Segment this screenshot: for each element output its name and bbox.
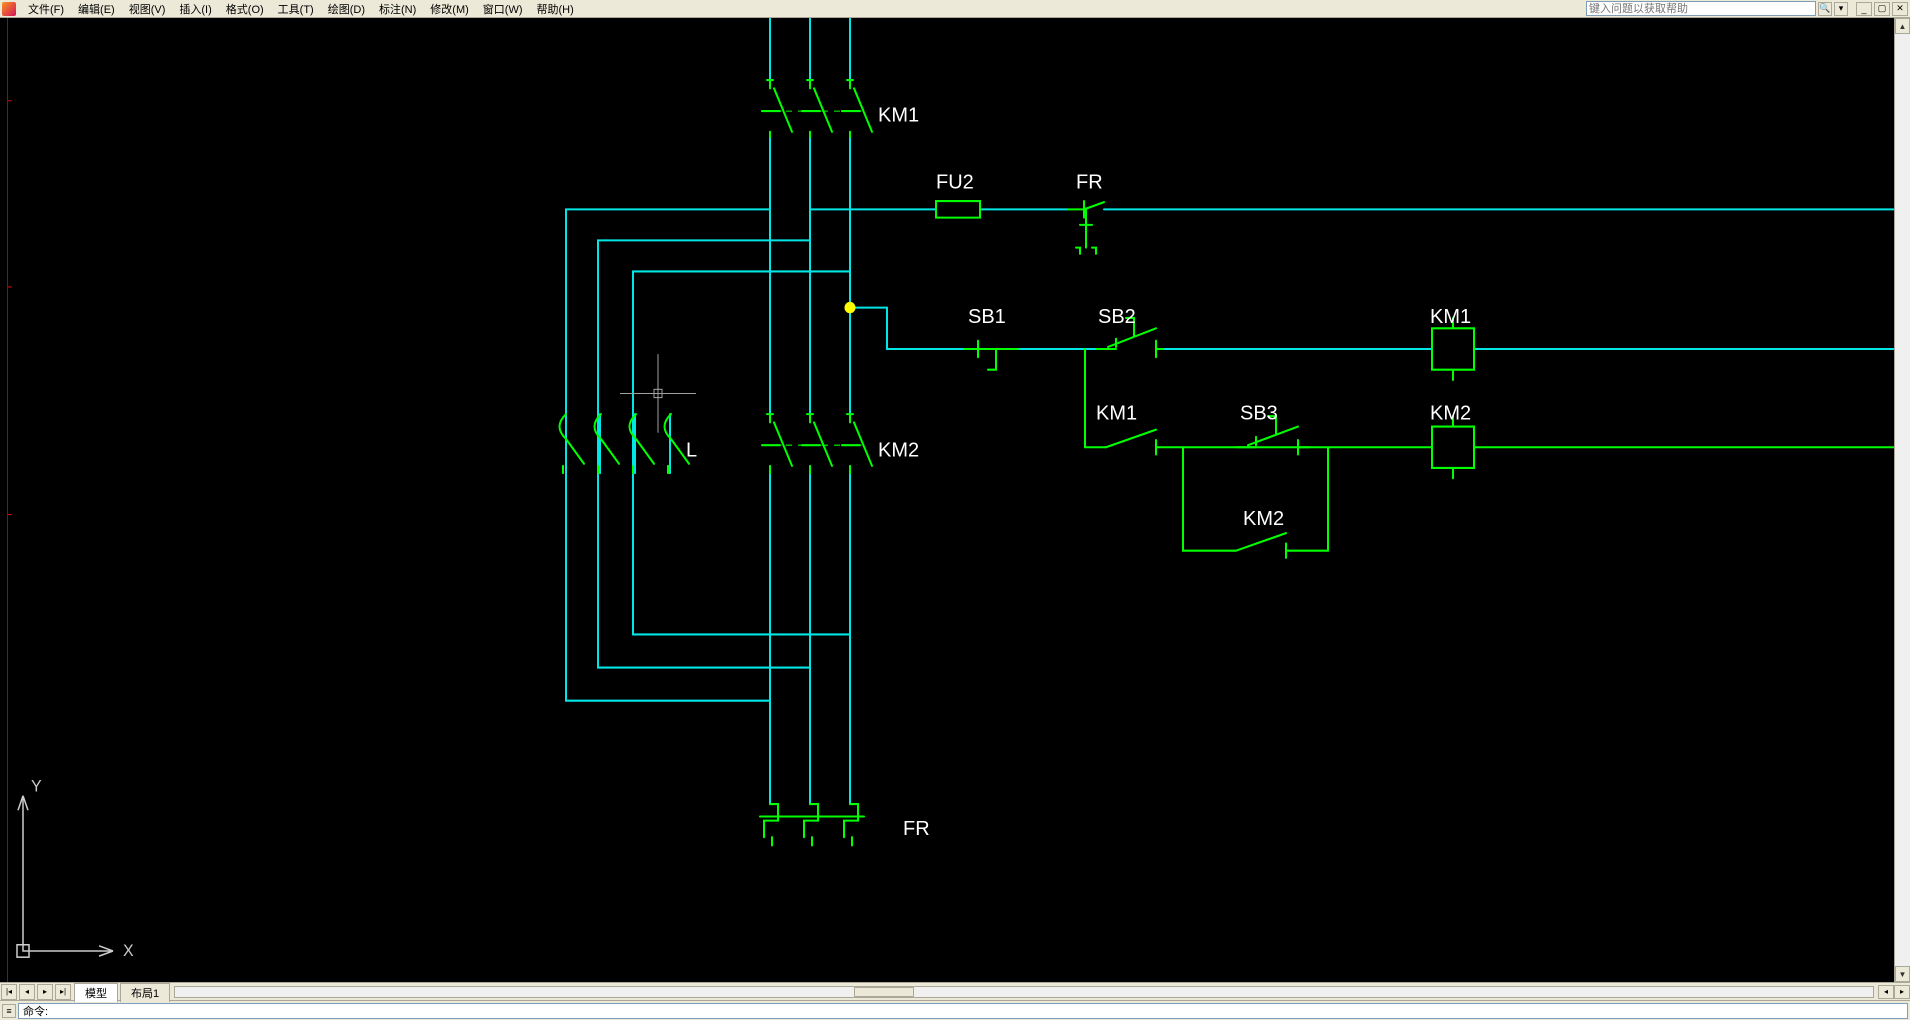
left-ruler bbox=[0, 18, 8, 982]
app-logo bbox=[2, 2, 16, 16]
menubar: 文件(F) 编辑(E) 视图(V) 插入(I) 格式(O) 工具(T) 绘图(D… bbox=[0, 0, 1910, 18]
svg-text:SB2: SB2 bbox=[1098, 306, 1136, 328]
svg-text:Y: Y bbox=[31, 777, 42, 795]
command-bar: ≡ bbox=[0, 1000, 1910, 1020]
svg-text:KM2: KM2 bbox=[1430, 402, 1471, 424]
drawing-canvas[interactable]: KM1 FU2 FR SB1 SB2 KM1 KM1 SB3 KM2 KM2 L KM2 FR Y X bbox=[8, 18, 1894, 982]
scroll-up-button[interactable]: ▲ bbox=[1895, 18, 1910, 34]
search-icon[interactable]: 🔍 bbox=[1818, 2, 1832, 16]
svg-text:KM2: KM2 bbox=[1243, 508, 1284, 530]
tab-prev-button[interactable]: ◂ bbox=[19, 984, 35, 1000]
tab-model[interactable]: 模型 bbox=[74, 983, 118, 1002]
svg-text:FR: FR bbox=[1076, 171, 1103, 193]
svg-text:L: L bbox=[686, 439, 697, 461]
svg-text:KM1: KM1 bbox=[1430, 306, 1471, 328]
svg-text:SB3: SB3 bbox=[1240, 402, 1278, 424]
close-button[interactable]: ✕ bbox=[1892, 2, 1908, 16]
menu-view[interactable]: 视图(V) bbox=[123, 0, 172, 18]
schematic-svg: KM1 FU2 FR SB1 SB2 KM1 KM1 SB3 KM2 KM2 L KM2 FR Y X bbox=[8, 18, 1894, 982]
svg-text:FR: FR bbox=[903, 818, 930, 840]
hscroll-left-button[interactable]: ◂ bbox=[1878, 985, 1894, 999]
menu-edit[interactable]: 编辑(E) bbox=[72, 0, 121, 18]
command-input[interactable] bbox=[18, 1003, 1908, 1019]
menu-file[interactable]: 文件(F) bbox=[22, 0, 70, 18]
svg-text:X: X bbox=[123, 942, 134, 960]
menu-format[interactable]: 格式(O) bbox=[220, 0, 270, 18]
tab-next-button[interactable]: ▸ bbox=[37, 984, 53, 1000]
scroll-down-button[interactable]: ▼ bbox=[1895, 966, 1910, 982]
svg-text:KM1: KM1 bbox=[878, 104, 919, 126]
svg-text:FU2: FU2 bbox=[936, 171, 974, 193]
minimize-button[interactable]: _ bbox=[1856, 2, 1872, 16]
horizontal-scrollbar[interactable] bbox=[174, 986, 1874, 998]
dropdown-icon[interactable]: ▾ bbox=[1834, 2, 1848, 16]
layout-tabbar: |◂ ◂ ▸ ▸| 模型 布局1 ◂ ▸ bbox=[0, 982, 1910, 1000]
menu-help[interactable]: 帮助(H) bbox=[531, 0, 580, 18]
hscroll-right-button[interactable]: ▸ bbox=[1894, 985, 1910, 999]
svg-text:SB1: SB1 bbox=[968, 306, 1006, 328]
menu-tools[interactable]: 工具(T) bbox=[272, 0, 320, 18]
tab-first-button[interactable]: |◂ bbox=[1, 984, 17, 1000]
help-search-input[interactable] bbox=[1586, 1, 1816, 16]
menu-modify[interactable]: 修改(M) bbox=[424, 0, 475, 18]
menu-window[interactable]: 窗口(W) bbox=[477, 0, 529, 18]
tab-last-button[interactable]: ▸| bbox=[55, 984, 71, 1000]
svg-text:KM1: KM1 bbox=[1096, 402, 1137, 424]
tab-layout1[interactable]: 布局1 bbox=[120, 983, 170, 1002]
menu-insert[interactable]: 插入(I) bbox=[173, 0, 217, 18]
maximize-button[interactable]: ▢ bbox=[1874, 2, 1890, 16]
command-history-button[interactable]: ≡ bbox=[2, 1004, 16, 1018]
menu-dim[interactable]: 标注(N) bbox=[373, 0, 422, 18]
vertical-scrollbar[interactable]: ▲ ▼ bbox=[1894, 18, 1910, 982]
svg-text:KM2: KM2 bbox=[878, 439, 919, 461]
menu-draw[interactable]: 绘图(D) bbox=[322, 0, 371, 18]
